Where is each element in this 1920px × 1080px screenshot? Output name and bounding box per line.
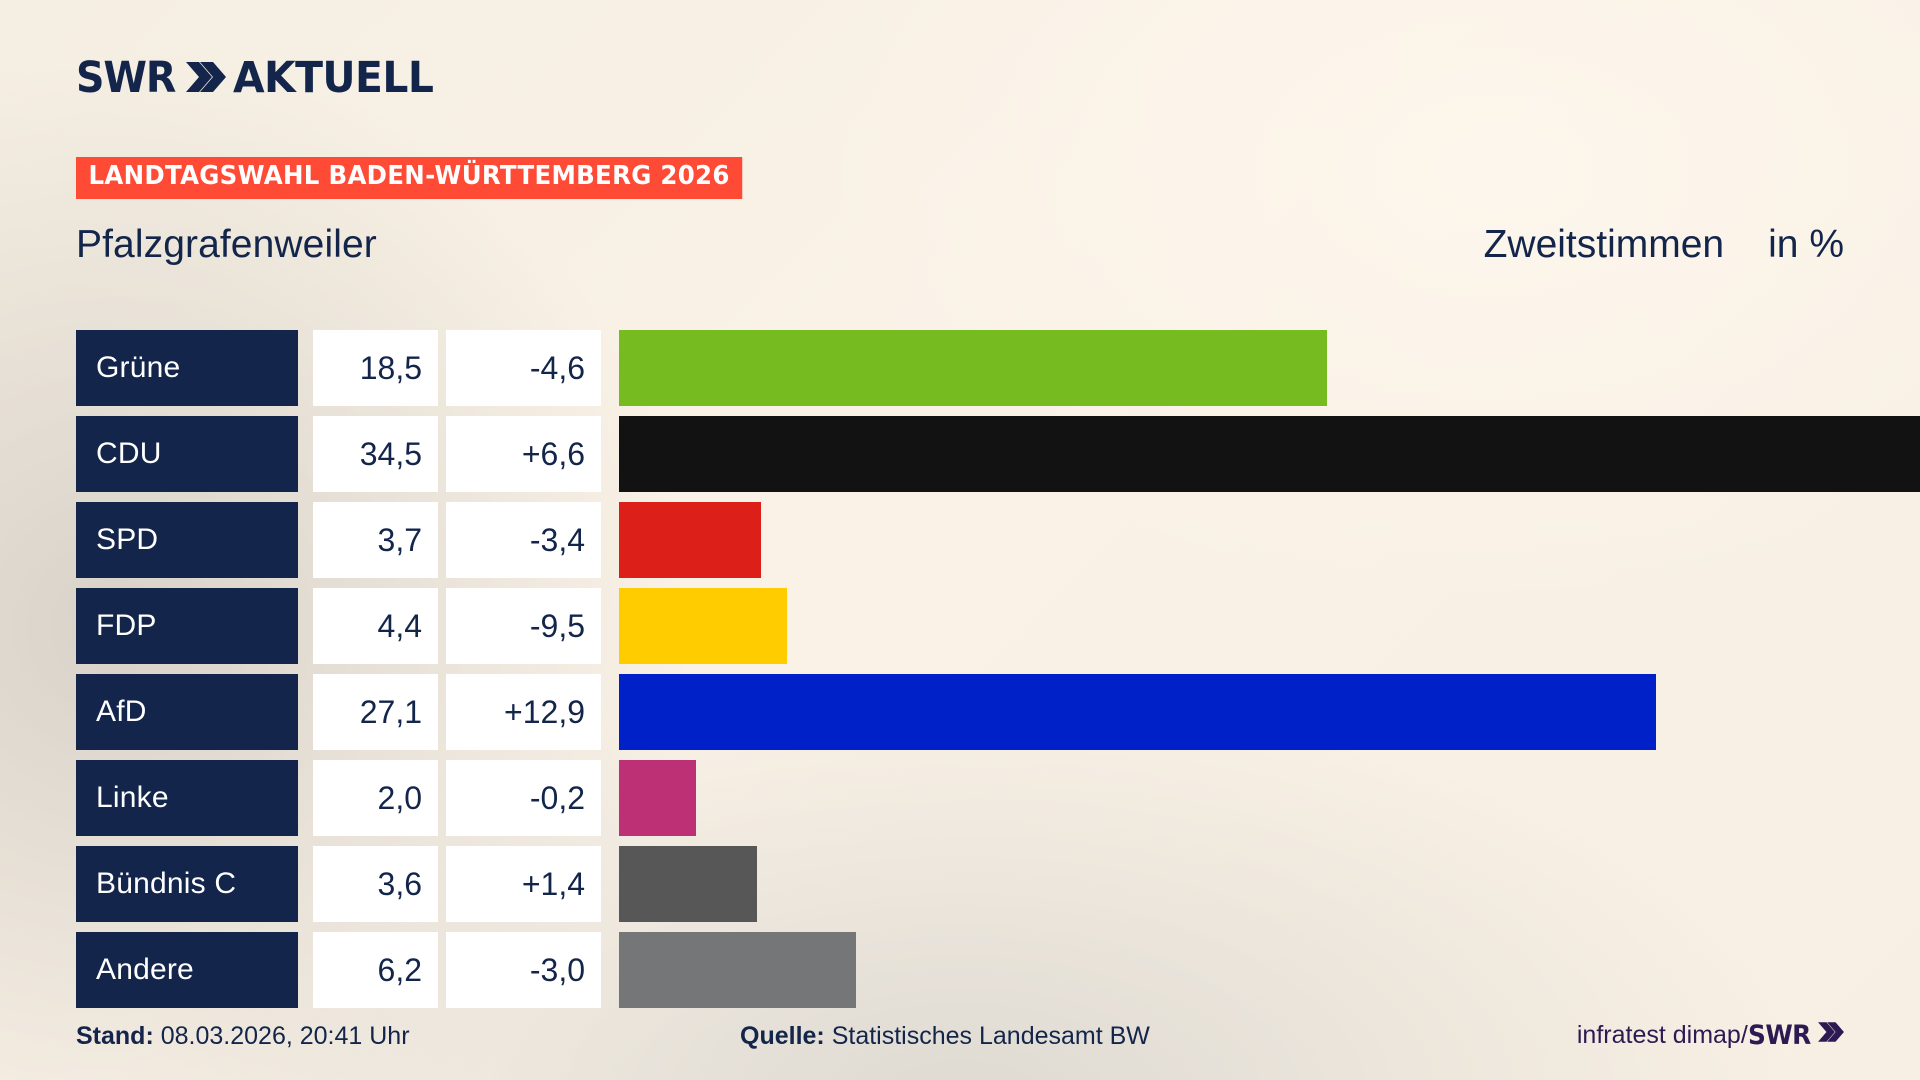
stand-info: Stand: 08.03.2026, 20:41 Uhr [76, 1022, 410, 1051]
bar-track [619, 502, 1920, 578]
table-row: Bündnis C 3,6 +1,4 [76, 846, 1920, 922]
table-row: Linke 2,0 -0,2 [76, 760, 1920, 836]
party-name-cell: Andere [76, 932, 298, 1008]
quelle-value: Statistisches Landesamt BW [831, 1022, 1150, 1050]
party-bar [619, 760, 696, 836]
bar-track [619, 674, 1920, 750]
party-name-cell: SPD [76, 502, 298, 578]
party-name-cell: Grüne [76, 330, 298, 406]
party-change-cell: -0,2 [446, 760, 601, 836]
credit-info: infratest dimap / SWR [1577, 1020, 1844, 1051]
party-name-cell: Linke [76, 760, 298, 836]
bar-track [619, 846, 1920, 922]
double-chevron-right-icon [185, 60, 226, 98]
logo-aktuell-text: AKTUELL [232, 53, 434, 103]
region-title: Pfalzgrafenweiler [76, 223, 377, 266]
table-row: SPD 3,7 -3,4 [76, 502, 1920, 578]
party-bar [619, 588, 788, 664]
party-bar [619, 416, 1920, 492]
footer: Stand: 08.03.2026, 20:41 Uhr Quelle: Sta… [0, 1020, 1920, 1056]
results-bar-chart: Grüne 18,5 -4,6 CDU 34,5 +6,6 SPD 3,7 -3,4 FDP 4,4… [76, 330, 1920, 1018]
credit-agency: infratest dimap [1576, 1021, 1741, 1049]
bar-track [619, 932, 1920, 1008]
table-row: Andere 6,2 -3,0 [76, 932, 1920, 1008]
credit-broadcaster: SWR [1747, 1020, 1811, 1051]
vote-type-header: Zweitstimmen in % [1484, 225, 1844, 264]
bar-track [619, 588, 1920, 664]
bar-track [619, 416, 1920, 492]
party-bar [619, 846, 757, 922]
party-percent-cell: 3,7 [313, 502, 438, 578]
party-name-cell: FDP [76, 588, 298, 664]
party-change-cell: +12,9 [446, 674, 601, 750]
credit-separator: / [1740, 1021, 1748, 1049]
table-row: CDU 34,5 +6,6 [76, 416, 1920, 492]
party-change-cell: -4,6 [446, 330, 601, 406]
quelle-label: Quelle: [740, 1022, 825, 1050]
stand-value: 08.03.2026, 20:41 Uhr [160, 1022, 410, 1050]
party-name-cell: Bündnis C [76, 846, 298, 922]
party-percent-cell: 18,5 [313, 330, 438, 406]
party-bar [619, 502, 761, 578]
party-name-cell: AfD [76, 674, 298, 750]
party-bar [619, 932, 857, 1008]
vote-type-label: Zweitstimmen [1483, 223, 1725, 266]
double-chevron-right-icon [1818, 1021, 1844, 1050]
table-row: FDP 4,4 -9,5 [76, 588, 1920, 664]
party-name-cell: CDU [76, 416, 298, 492]
party-percent-cell: 4,4 [313, 588, 438, 664]
election-kicker-banner: LANDTAGSWAHL BADEN-WÜRTTEMBERG 2026 [76, 157, 743, 199]
table-row: Grüne 18,5 -4,6 [76, 330, 1920, 406]
bar-track [619, 330, 1920, 406]
source-info: Quelle: Statistisches Landesamt BW [740, 1022, 1150, 1051]
party-percent-cell: 2,0 [313, 760, 438, 836]
party-percent-cell: 34,5 [313, 416, 438, 492]
logo-swr-text: SWR [76, 53, 176, 103]
stand-label: Stand: [76, 1022, 154, 1050]
party-change-cell: -3,0 [446, 932, 601, 1008]
swr-aktuell-logo: SWR AKTUELL [76, 57, 444, 100]
party-percent-cell: 3,6 [313, 846, 438, 922]
unit-label: in % [1768, 223, 1844, 266]
party-change-cell: -9,5 [446, 588, 601, 664]
bar-track [619, 760, 1920, 836]
party-change-cell: -3,4 [446, 502, 601, 578]
party-percent-cell: 6,2 [313, 932, 438, 1008]
party-bar [619, 330, 1327, 406]
party-bar [619, 674, 1656, 750]
table-row: AfD 27,1 +12,9 [76, 674, 1920, 750]
party-change-cell: +6,6 [446, 416, 601, 492]
party-percent-cell: 27,1 [313, 674, 438, 750]
party-change-cell: +1,4 [446, 846, 601, 922]
